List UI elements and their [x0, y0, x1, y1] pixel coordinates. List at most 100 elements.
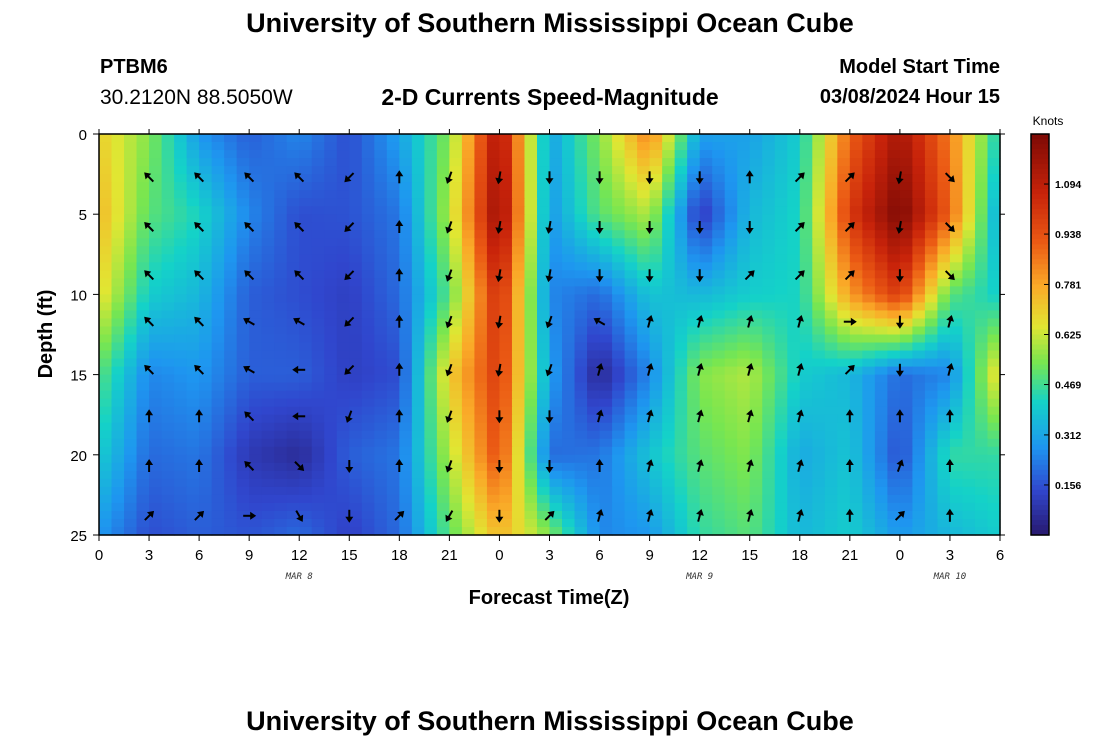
- current-arrow: [144, 172, 155, 183]
- heatmap-cell: [124, 462, 138, 472]
- heatmap-cell: [724, 174, 738, 183]
- heatmap-cell: [186, 342, 200, 352]
- current-arrow: [895, 409, 904, 423]
- heatmap-cell: [662, 166, 676, 175]
- arrow-head: [196, 510, 205, 518]
- heatmap-cell: [186, 198, 200, 207]
- heatmap-cell: [887, 238, 901, 247]
- heatmap-cell: [949, 206, 964, 215]
- heatmap-cell: [524, 262, 538, 271]
- heatmap-cell: [336, 518, 350, 528]
- heatmap-cell: [249, 318, 263, 328]
- heatmap-cell: [511, 350, 526, 360]
- heatmap-cell: [361, 166, 375, 175]
- heatmap-cell: [674, 174, 688, 183]
- current-arrow: [794, 270, 805, 281]
- heatmap-cell: [211, 206, 225, 215]
- heatmap-cell: [562, 302, 576, 312]
- heatmap-cell: [424, 422, 438, 432]
- heatmap-cell: [274, 150, 288, 159]
- heatmap-cell: [974, 206, 989, 215]
- heatmap-cell: [699, 374, 713, 384]
- heatmap-cell: [199, 350, 213, 360]
- heatmap-cell: [274, 246, 288, 255]
- heatmap-cell: [987, 454, 1001, 464]
- heatmap-cell: [962, 406, 976, 416]
- heatmap-cell: [824, 382, 838, 392]
- heatmap-cell: [649, 270, 663, 279]
- heatmap-cell: [674, 294, 688, 304]
- heatmap-cell: [662, 414, 676, 424]
- heatmap-cell: [599, 166, 613, 175]
- heatmap-cell: [787, 198, 801, 207]
- heatmap-cell: [774, 174, 788, 183]
- current-arrow: [145, 459, 154, 472]
- heatmap-cell: [762, 270, 776, 279]
- heatmap-cell: [311, 494, 325, 504]
- colorbar-segment: [1031, 384, 1049, 391]
- heatmap-cell: [236, 494, 250, 504]
- heatmap-cell: [224, 510, 238, 520]
- heatmap-cell: [937, 390, 951, 400]
- heatmap-cell: [149, 454, 163, 464]
- heatmap-cell: [549, 390, 563, 400]
- heatmap-cell: [612, 326, 626, 336]
- heatmap-cell: [486, 254, 501, 263]
- colorbar-segment: [1031, 249, 1049, 255]
- heatmap-cell: [812, 238, 826, 247]
- heatmap-cell: [687, 382, 701, 392]
- heatmap-cell: [687, 430, 701, 440]
- heatmap-cell: [124, 150, 138, 159]
- heatmap-cell: [324, 174, 338, 183]
- heatmap-cell: [799, 286, 813, 295]
- heatmap-cell: [837, 310, 851, 320]
- heatmap-cell: [899, 150, 913, 159]
- heatmap-cell: [324, 358, 338, 368]
- heatmap-cell: [499, 334, 513, 344]
- heatmap-cell: [124, 430, 138, 440]
- heatmap-cell: [111, 446, 125, 456]
- heatmap-cell: [862, 462, 876, 472]
- heatmap-cell: [962, 374, 976, 384]
- heatmap-cell: [236, 430, 250, 440]
- heatmap-cell: [899, 158, 913, 167]
- heatmap-cell: [899, 366, 913, 376]
- heatmap-cell: [536, 278, 551, 287]
- heatmap-cell: [461, 206, 476, 215]
- colorbar-segment: [1031, 169, 1049, 175]
- heatmap-cell: [662, 326, 676, 336]
- heatmap-cell: [712, 222, 726, 231]
- heatmap-cell: [687, 366, 701, 376]
- heatmap-cell: [974, 262, 989, 271]
- heatmap-cell: [662, 302, 676, 312]
- heatmap-cell: [687, 198, 701, 207]
- heatmap-cell: [461, 222, 476, 231]
- heatmap-cell: [949, 342, 964, 352]
- heatmap-cell: [536, 238, 551, 247]
- heatmap-cell: [461, 470, 476, 480]
- heatmap-cell: [624, 326, 638, 336]
- heatmap-cell: [274, 142, 288, 151]
- heatmap-cell: [124, 454, 138, 464]
- heatmap-cell: [949, 438, 964, 448]
- heatmap-cell: [699, 438, 713, 448]
- heatmap-cell: [261, 398, 275, 408]
- heatmap-cell: [737, 150, 751, 159]
- heatmap-cell: [849, 454, 863, 464]
- heatmap-cell: [599, 478, 613, 488]
- heatmap-cell: [774, 198, 788, 207]
- heatmap-cell: [874, 406, 888, 416]
- heatmap-cell: [236, 526, 250, 536]
- heatmap-cell: [637, 366, 651, 376]
- current-arrow: [545, 410, 554, 424]
- colorbar-segment: [1031, 184, 1049, 190]
- heatmap-cell: [149, 366, 163, 376]
- heatmap-cell: [674, 422, 688, 432]
- heatmap-cell: [349, 518, 363, 528]
- heatmap-cell: [436, 502, 450, 512]
- heatmap-cell: [136, 350, 150, 360]
- heatmap-cell: [311, 318, 325, 328]
- heatmap-cell: [762, 262, 776, 271]
- heatmap-cell: [787, 182, 801, 191]
- heatmap-cell: [111, 230, 125, 239]
